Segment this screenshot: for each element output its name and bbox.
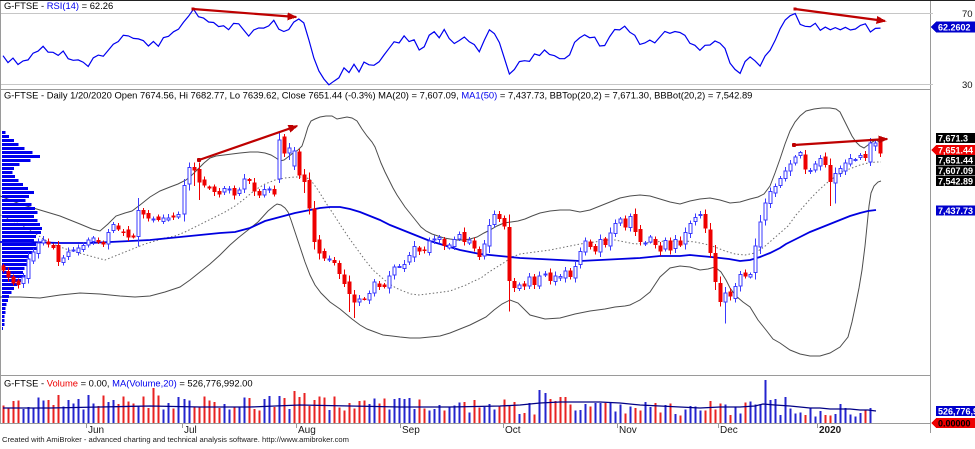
svg-text:G-FTSE - Daily 1/20/2020 Open: G-FTSE - Daily 1/20/2020 Open 7674.56, H… xyxy=(4,90,752,101)
svg-text:Jun: Jun xyxy=(88,425,104,436)
svg-text:7,651.44: 7,651.44 xyxy=(938,155,973,165)
svg-text:Oct: Oct xyxy=(505,425,521,436)
svg-text:7,542.89: 7,542.89 xyxy=(938,176,973,186)
svg-text:Created with AmiBroker - advan: Created with AmiBroker - advanced charti… xyxy=(2,435,349,444)
svg-text:7,607.09: 7,607.09 xyxy=(938,166,973,176)
svg-text:Nov: Nov xyxy=(619,425,637,436)
svg-text:G-FTSE - RSI(14) = 62.26: G-FTSE - RSI(14) = 62.26 xyxy=(4,0,113,11)
svg-text:G-FTSE - Volume = 0.00, MA(Vol: G-FTSE - Volume = 0.00, MA(Volume,20) = … xyxy=(4,378,253,389)
svg-text:30: 30 xyxy=(962,80,973,91)
svg-text:7,651.44: 7,651.44 xyxy=(938,145,973,155)
svg-text:7,671.3: 7,671.3 xyxy=(938,133,968,143)
svg-text:2020: 2020 xyxy=(819,425,842,436)
svg-text:Dec: Dec xyxy=(720,425,738,436)
svg-text:7,437.73: 7,437.73 xyxy=(938,206,973,216)
svg-text:62.2602: 62.2602 xyxy=(938,22,971,32)
svg-text:Jul: Jul xyxy=(184,425,197,436)
svg-text:70: 70 xyxy=(962,9,973,20)
svg-text:Sep: Sep xyxy=(402,425,420,436)
svg-text:526,776,9: 526,776,9 xyxy=(938,406,975,416)
svg-text:0.00000: 0.00000 xyxy=(938,418,971,428)
svg-text:Aug: Aug xyxy=(298,425,316,436)
